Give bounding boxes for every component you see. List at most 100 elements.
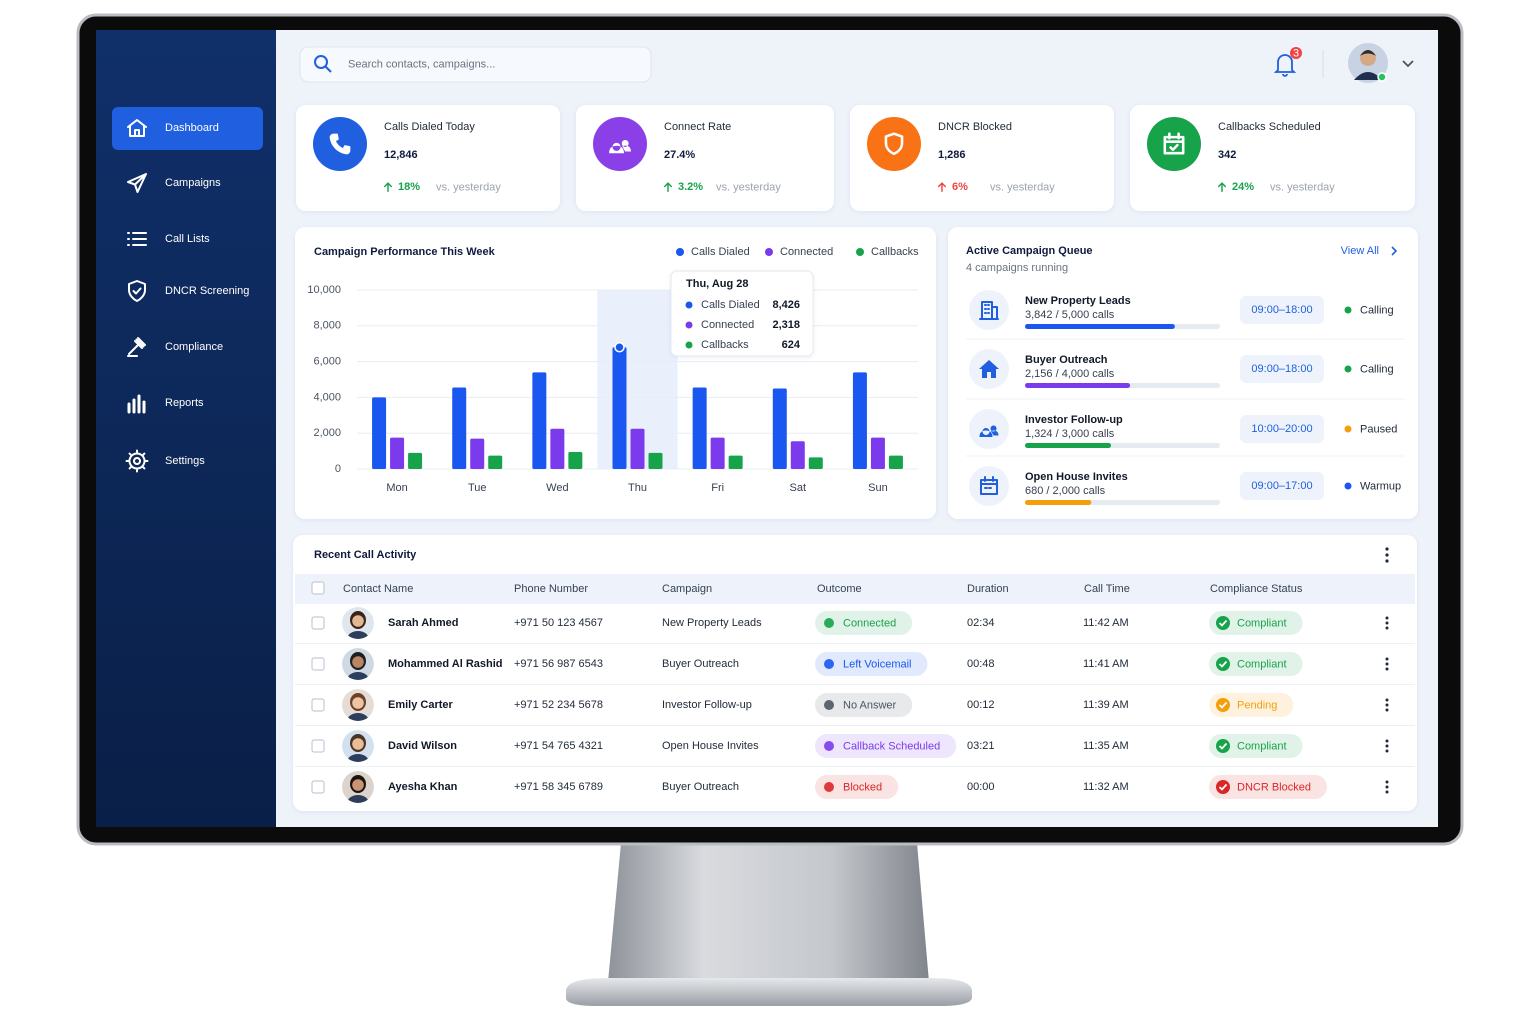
menu-item[interactable]: Compliance: [165, 341, 223, 353]
x-tick-label: Mon: [386, 482, 407, 494]
menu-item[interactable]: Dashboard: [165, 122, 219, 134]
bar: [372, 397, 387, 469]
menu-chevron[interactable]: [1402, 60, 1414, 68]
menu-item[interactable]: Reports: [165, 397, 204, 409]
y-tick-label: 0: [335, 463, 341, 475]
tooltip-value: 8,426: [772, 299, 800, 311]
row-menu[interactable]: [1385, 698, 1389, 712]
outcome-icon: [824, 618, 834, 628]
row-menu[interactable]: [1385, 780, 1389, 794]
stat-title: Callbacks Scheduled: [1218, 121, 1321, 133]
bell-icon[interactable]: [1273, 54, 1297, 77]
row-menu-dot: [1385, 616, 1389, 620]
menu-item[interactable]: Settings: [165, 455, 205, 467]
phone-number: +971 56 987 6543: [514, 658, 603, 670]
avatar-body: [347, 672, 369, 680]
progress-bar: [1025, 383, 1131, 388]
bar: [612, 347, 627, 469]
bar: [452, 387, 467, 469]
row-menu-dot: [1385, 698, 1389, 702]
x-tick-label: Sun: [868, 482, 888, 494]
row-checkbox[interactable]: [311, 616, 325, 630]
y-tick-label: 6,000: [313, 356, 341, 368]
bar: [852, 372, 867, 469]
queue-title: Active Campaign Queue: [966, 245, 1093, 257]
campaign: Investor Follow-up: [662, 699, 752, 711]
search-icon: [324, 65, 332, 73]
outcome-label: Callback Scheduled: [843, 740, 940, 752]
avatar-body: [347, 754, 369, 762]
compliance-pill: Compliant: [1209, 734, 1303, 758]
view-all-link[interactable]: View All: [1341, 245, 1379, 257]
row-menu-dot: [1385, 703, 1389, 707]
stat-comparison: vs. yesterday: [716, 181, 781, 193]
x-tick-label: Thu: [628, 482, 647, 494]
user-avatar: [1360, 50, 1376, 56]
progress-bar: [1025, 324, 1175, 329]
row-checkbox[interactable]: [311, 657, 325, 671]
campaign: Open House Invites: [662, 740, 759, 752]
row-checkbox[interactable]: [311, 739, 325, 753]
stat-value: 12,846: [384, 149, 418, 161]
menu-item[interactable]: Call Lists: [165, 233, 210, 245]
outcome-icon: [824, 700, 834, 710]
compliance-icon: [1216, 616, 1230, 630]
stat-change: 3.2%: [678, 181, 703, 193]
select-all-checkbox[interactable]: [311, 581, 325, 595]
bar: [648, 452, 663, 469]
queue-subtitle: 4 campaigns running: [966, 262, 1068, 274]
row-menu-dot: [1385, 785, 1389, 789]
search-box[interactable]: [299, 46, 652, 83]
avatar-face: [352, 656, 364, 668]
outcome-icon: [824, 782, 834, 792]
activity-menu[interactable]: [1385, 547, 1389, 563]
duration: 00:00: [967, 781, 995, 793]
stat-card: [1130, 105, 1415, 211]
row-menu-dot: [1385, 708, 1389, 712]
row-menu-dot: [1385, 744, 1389, 748]
campaign-icon: [979, 301, 999, 320]
outcome-icon: [824, 741, 834, 751]
outcome-label: Left Voicemail: [843, 658, 911, 670]
active-menu-item[interactable]: [112, 107, 263, 150]
row-menu[interactable]: [1385, 616, 1389, 630]
call-time: 11:39 AM: [1083, 699, 1129, 711]
menu-item[interactable]: Campaigns: [165, 177, 221, 189]
contact-avatar: [342, 689, 374, 721]
compliance-icon-mark: [1218, 619, 1228, 627]
stat-change: 6%: [952, 181, 968, 193]
campaign-status: Calling: [1360, 363, 1394, 375]
y-tick-label: 4,000: [313, 391, 341, 403]
campaign-name: Open House Invites: [1025, 471, 1128, 483]
compliance-icon-mark: [1218, 660, 1228, 668]
compliance-icon-mark: [1218, 701, 1228, 709]
trend-arrow: [383, 182, 393, 193]
row-checkbox[interactable]: [311, 698, 325, 712]
contact-name: Sarah Ahmed: [388, 617, 459, 629]
duration: 00:12: [967, 699, 995, 711]
menu-item[interactable]: DNCR Screening: [165, 285, 249, 297]
stat-icon-bg: [1147, 117, 1201, 171]
contact-avatar: [342, 730, 374, 762]
row-menu[interactable]: [1385, 739, 1389, 753]
compliance-label: DNCR Blocked: [1237, 781, 1311, 793]
bar: [790, 441, 805, 469]
search-placeholder: Search contacts, campaigns...: [348, 58, 495, 70]
row-menu-dot: [1385, 780, 1389, 784]
x-tick-label: Fri: [711, 482, 724, 494]
outcome-bg: [815, 693, 913, 717]
campaign-name: New Property Leads: [1025, 295, 1131, 307]
online-dot: [1377, 72, 1387, 82]
bar: [470, 438, 485, 469]
avatar-body: [347, 795, 369, 803]
notification-badge: [1290, 47, 1302, 59]
user-avatar: [1354, 72, 1382, 80]
stat-icon: [609, 139, 631, 154]
row-menu[interactable]: [1385, 657, 1389, 671]
row-menu-dot: [1385, 667, 1389, 671]
column-header: Outcome: [817, 583, 862, 595]
row-checkbox[interactable]: [311, 780, 325, 794]
avatar-body: [347, 713, 369, 721]
campaign-hours: 09:00–17:00: [1251, 480, 1312, 492]
sidebar: [96, 30, 276, 827]
